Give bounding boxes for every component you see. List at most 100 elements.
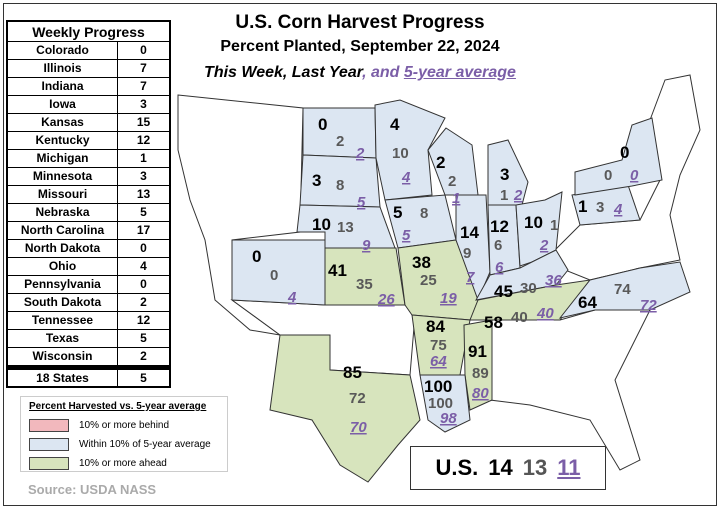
weekly-value: 0 [140, 277, 147, 291]
table-row: Indiana 7 [8, 78, 169, 96]
legend-item: Within 10% of 5-year average [29, 435, 219, 454]
state-name: Colorado [8, 42, 118, 59]
table-row: Minnesota 3 [8, 168, 169, 186]
this-week-value: 0 [252, 247, 261, 266]
state-name: South Dakota [8, 294, 118, 311]
us-label: U.S. [435, 455, 479, 480]
this-week-value: 91 [468, 342, 487, 361]
legend-item: 10% or more behind [29, 416, 219, 435]
last-year-value: 10 [392, 145, 409, 162]
five-year-avg-value: 72 [640, 297, 657, 314]
last-year-value: 100 [428, 395, 453, 412]
legend-label: 10% or more ahead [79, 458, 167, 469]
state-name: Tennessee [8, 312, 118, 329]
last-year-value: 75 [430, 337, 447, 354]
weekly-value: 3 [140, 97, 147, 111]
legend-label: Within 10% of 5-year average [79, 439, 211, 450]
weekly-progress-table: Weekly Progress Colorado 0 Illinois 7 Indian… [6, 20, 171, 388]
five-year-avg-value: 98 [440, 410, 457, 427]
last-year-value: 9 [463, 245, 471, 262]
state-name: Michigan [8, 150, 118, 167]
legend-title: Percent Harvested vs. 5-year average [29, 401, 207, 412]
last-year-value: 35 [356, 276, 373, 293]
last-year-value: 1 [550, 217, 558, 234]
state-name: Missouri [8, 186, 118, 203]
five-year-avg-value: 5 [357, 194, 366, 211]
this-week-value: 64 [578, 293, 597, 312]
last-year-value: 6 [494, 237, 502, 254]
table-row: Nebraska 5 [8, 204, 169, 222]
source-note: Source: USDA NASS [28, 482, 157, 497]
table-row: Colorado 0 [8, 42, 169, 60]
table-row: Wisconsin 2 [8, 348, 169, 366]
weekly-value: 4 [140, 259, 147, 273]
table-row: Missouri 13 [8, 186, 169, 204]
weekly-value: 5 [140, 331, 147, 345]
five-year-avg-value: 0 [630, 167, 639, 184]
this-week-value: 10 [312, 215, 331, 234]
state-co [231, 239, 326, 306]
five-year-avg-value: 19 [440, 290, 457, 307]
this-week-value: 10 [524, 213, 543, 232]
this-week-value: 0 [318, 115, 327, 134]
table-row: Pennsylvania 0 [8, 276, 169, 294]
weekly-value: 17 [136, 223, 151, 237]
five-year-avg-value: 4 [287, 289, 297, 306]
state-la [419, 374, 471, 433]
five-year-avg-value: 5 [402, 227, 411, 244]
state-ny [574, 117, 663, 196]
key-this-week: This Week [204, 64, 283, 81]
last-year-value: 8 [420, 205, 428, 222]
state-wi [427, 127, 479, 196]
table-row: North Carolina 17 [8, 222, 169, 240]
last-year-value: 72 [349, 390, 366, 407]
weekly-value: 0 [140, 241, 147, 255]
table-row: South Dakota 2 [8, 294, 169, 312]
this-week-value: 2 [436, 153, 445, 172]
five-year-avg-value: 40 [536, 305, 554, 322]
five-year-avg-value: 2 [513, 187, 523, 204]
this-week-value: 12 [490, 217, 509, 236]
legend-label: 10% or more behind [79, 420, 170, 431]
last-year-value: 2 [336, 133, 344, 150]
last-year-value: 13 [337, 219, 354, 236]
total-value: 5 [140, 371, 147, 385]
last-year-value: 1 [500, 187, 508, 204]
this-week-value: 0 [620, 143, 629, 162]
key-last-year: Last Year [291, 64, 363, 81]
state-name: Illinois [8, 60, 118, 77]
this-week-value: 3 [500, 165, 509, 184]
state-tx [269, 334, 421, 483]
state-name: Texas [8, 330, 118, 347]
five-year-avg-value: 26 [377, 291, 395, 308]
this-week-value: 85 [343, 363, 362, 382]
weekly-value: 1 [140, 151, 147, 165]
this-week-value: 45 [494, 282, 513, 301]
table-row: Ohio 4 [8, 258, 169, 276]
last-year-value: 74 [614, 281, 631, 298]
table-total-row: 18 States 5 [8, 366, 169, 386]
this-week-value: 38 [412, 253, 431, 272]
this-week-value: 41 [328, 261, 347, 280]
five-year-avg-value: 1 [452, 190, 460, 207]
last-year-value: 89 [472, 365, 489, 382]
five-year-avg-value: 6 [495, 259, 504, 276]
this-week-value: 3 [312, 171, 321, 190]
table-row: Kentucky 12 [8, 132, 169, 150]
state-name: North Carolina [8, 222, 118, 239]
key-separator: , [282, 64, 292, 81]
state-name: Iowa [8, 96, 118, 113]
this-week-value: 100 [424, 377, 452, 396]
state-name: Minnesota [8, 168, 118, 185]
state-name: Nebraska [8, 204, 118, 221]
map-title: U.S. Corn Harvest Progress [235, 12, 485, 33]
weekly-value: 2 [140, 349, 147, 363]
five-year-avg-value: 4 [401, 169, 411, 186]
state-name: Pennsylvania [8, 276, 118, 293]
weekly-value: 0 [140, 43, 147, 57]
table-row: Tennessee 12 [8, 312, 169, 330]
state-ky [475, 249, 569, 301]
state-name: North Dakota [8, 240, 118, 257]
state-name: Kansas [8, 114, 118, 131]
